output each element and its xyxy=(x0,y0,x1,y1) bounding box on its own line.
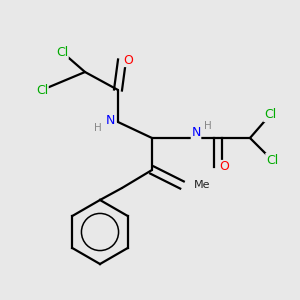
Text: O: O xyxy=(123,53,133,67)
Text: N: N xyxy=(191,127,201,140)
Text: Me: Me xyxy=(194,180,211,190)
Text: Cl: Cl xyxy=(264,109,276,122)
Text: H: H xyxy=(204,121,212,131)
Text: Cl: Cl xyxy=(36,83,48,97)
Text: H: H xyxy=(94,123,102,133)
Text: Cl: Cl xyxy=(266,154,278,166)
Text: O: O xyxy=(219,160,229,173)
Text: Cl: Cl xyxy=(56,46,68,59)
Text: N: N xyxy=(105,113,115,127)
